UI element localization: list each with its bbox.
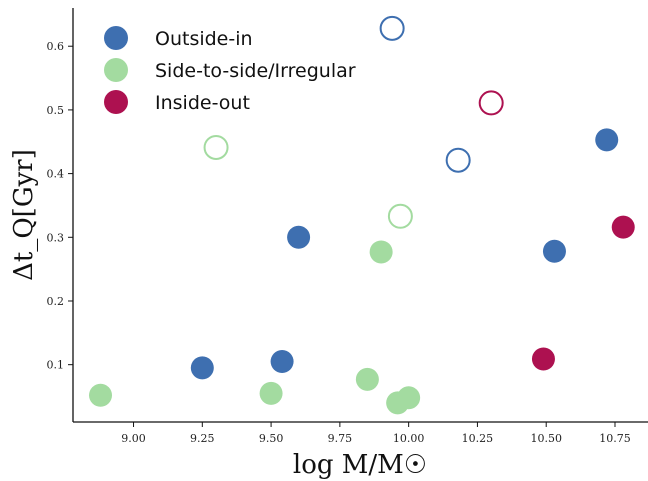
y-tick-label: 0.4	[47, 168, 65, 181]
point-filled-side-to-side-irregular	[369, 240, 393, 264]
x-axis-label: log M/M☉	[293, 450, 427, 480]
y-axis-label: Δt_Q[Gyr]	[9, 149, 39, 281]
y-tick-label: 0.2	[47, 295, 65, 308]
legend-item-outside-in: Outside-in	[104, 26, 253, 50]
point-filled-inside-out	[531, 347, 555, 371]
y-tick-label: 0.1	[47, 359, 65, 372]
x-tick-label: 10.25	[462, 432, 494, 445]
x-tick-label: 9.00	[121, 432, 146, 445]
x-ticks: 9.00 9.25 9.50 9.75 10.00 10.25 10.50 10.75	[121, 422, 631, 445]
point-filled-outside-in	[287, 225, 311, 249]
point-filled-inside-out	[611, 215, 635, 239]
legend-marker-inside-out	[104, 90, 128, 114]
point-open-outside-in	[379, 15, 405, 41]
x-tick-label: 9.50	[259, 432, 284, 445]
point-filled-side-to-side-irregular	[259, 381, 283, 405]
legend-label-outside-in: Outside-in	[155, 28, 253, 50]
point-open-side-to-side-irregular	[203, 134, 229, 160]
y-tick-label: 0.6	[47, 40, 65, 53]
point-filled-outside-in	[595, 128, 619, 152]
legend-item-side-to-side: Side-to-side/Irregular	[104, 58, 356, 82]
y-ticks: 0.1 0.2 0.3 0.4 0.5 0.6	[47, 40, 73, 372]
point-filled-outside-in	[542, 239, 566, 263]
axes	[72, 8, 648, 423]
x-tick-label: 10.50	[530, 432, 562, 445]
x-tick-label: 9.25	[190, 432, 215, 445]
x-tick-label: 9.75	[328, 432, 353, 445]
point-open-side-to-side-irregular	[387, 203, 413, 229]
x-tick-label: 10.00	[393, 432, 425, 445]
legend-label-side-to-side: Side-to-side/Irregular	[155, 60, 356, 82]
point-filled-side-to-side-irregular	[355, 367, 379, 391]
legend: Outside-in Side-to-side/Irregular Inside…	[104, 26, 356, 114]
point-filled-outside-in	[270, 349, 294, 373]
legend-marker-side-to-side	[104, 58, 128, 82]
y-tick-label: 0.3	[47, 231, 65, 244]
x-tick-label: 10.75	[599, 432, 631, 445]
point-open-outside-in	[445, 147, 471, 173]
point-filled-side-to-side-irregular	[397, 386, 421, 410]
point-filled-outside-in	[190, 356, 214, 380]
legend-item-inside-out: Inside-out	[104, 90, 250, 114]
point-open-inside-out	[478, 90, 504, 116]
y-tick-label: 0.5	[47, 104, 65, 117]
legend-marker-outside-in	[104, 26, 128, 50]
plot-area	[89, 15, 635, 415]
point-filled-side-to-side-irregular	[89, 383, 113, 407]
legend-label-inside-out: Inside-out	[155, 92, 250, 114]
